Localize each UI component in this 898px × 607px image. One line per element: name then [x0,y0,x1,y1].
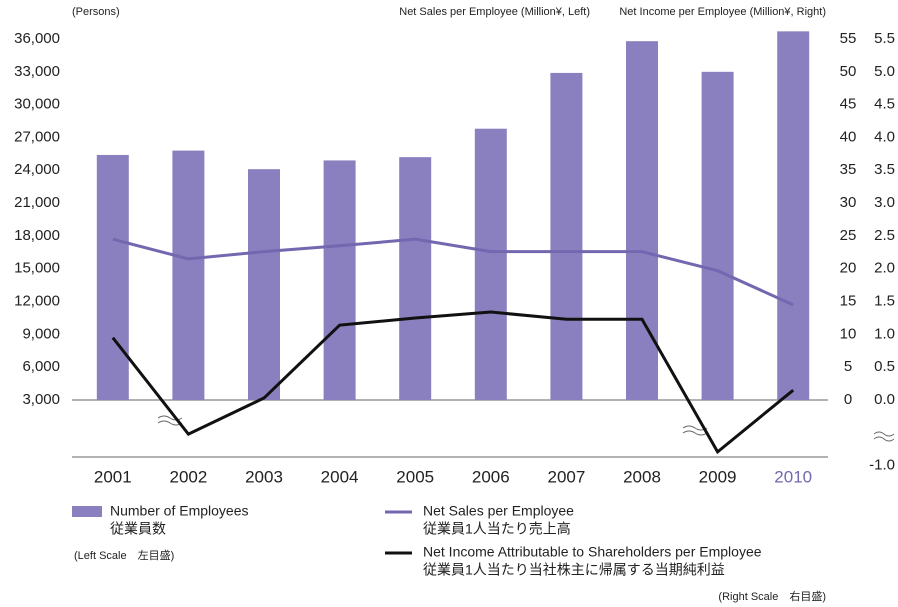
y3-tick-label: 3.0 [874,194,895,211]
y-tick-label: 27,000 [14,128,60,145]
y-tick-label: 21,000 [14,194,60,211]
line [111,310,795,455]
legend-label-ja: 従業員数 [110,521,166,537]
x-tick-label: 2009 [699,467,737,486]
y-tick-label: 12,000 [14,293,60,310]
y-tick-label: 18,000 [14,227,60,244]
x-tick-label: 2001 [94,467,132,486]
y3-tick-label: -1.0 [869,457,895,474]
x-tick-label: 2008 [623,467,661,486]
x-tick-label: 2002 [169,467,207,486]
axis-breaks [157,415,895,442]
bar [323,160,356,400]
x-tick-label: 2005 [396,467,434,486]
bar [550,72,583,401]
y3-tick-label: 2.0 [874,260,895,277]
y3-axis-label: Net Income per Employee (Million¥, Right… [619,6,826,18]
x-tick-label: 2010 [774,467,812,486]
y-tick-label: 6,000 [22,358,60,375]
legend-label: Number of Employees [110,503,249,519]
x-tick-label: 2004 [321,467,359,486]
bar [701,71,734,401]
legend-note: (Right Scale 右目盛) [718,589,826,603]
y3-tick-label: 5.0 [874,63,895,80]
y3-tick-label: 2.5 [874,227,895,244]
bar [172,150,205,400]
bar [248,169,280,400]
break-mark [873,431,895,442]
bar [626,41,658,401]
y2-tick-label: 35 [840,161,857,178]
y2-tick-label: 45 [840,96,857,113]
y-tick-label: 33,000 [14,63,60,80]
y2-tick-label: 50 [840,63,857,80]
y-tick-label: 9,000 [22,325,60,342]
y-tick-label: 36,000 [14,30,60,47]
x-tick-label: 2006 [472,467,510,486]
legend-label: Net Sales per Employee [423,503,574,519]
y2-tick-label: 15 [840,293,857,310]
bar [474,128,507,400]
y3-tick-label: 1.5 [874,293,895,310]
y2-tick-label: 55 [840,30,857,47]
x-tick-label: 2003 [245,467,283,486]
y2-tick-label: 10 [840,325,857,342]
y2-axis-label: Net Sales per Employee (Million¥, Left) [399,6,590,18]
x-tick-label: 2007 [547,467,585,486]
y2-tick-label: 5 [844,358,852,375]
y3-tick-label: 3.5 [874,161,895,178]
legend-note: (Left Scale 左目盛) [74,548,174,562]
bar [96,154,129,400]
y3-tick-label: 0.5 [874,358,895,375]
y-tick-label: 30,000 [14,96,60,113]
y3-tick-label: 1.0 [874,325,895,342]
line [112,237,794,307]
legend-swatch [72,506,102,517]
y3-tick-label: 0.0 [874,391,895,408]
y3-tick-label: 4.5 [874,96,895,113]
y2-tick-label: 20 [840,260,857,277]
legend-label-ja: 従業員1人当たり売上高 [423,521,571,537]
y2-tick-label: 25 [840,227,857,244]
y-axis-label: (Persons) [72,6,120,18]
legend-label-ja: 従業員1人当たり当社株主に帰属する当期純利益 [423,562,725,578]
y3-tick-label: 5.5 [874,30,895,47]
bar [777,31,810,400]
legend-label: Net Income Attributable to Shareholders … [423,544,762,560]
y3-tick-label: 4.0 [874,128,895,145]
y2-tick-label: 40 [840,128,857,145]
y2-tick-label: 30 [840,194,857,211]
y-tick-label: 3,000 [22,391,60,408]
bar [399,157,432,400]
y2-tick-label: 0 [844,391,852,408]
y-tick-label: 15,000 [14,260,60,277]
y-tick-label: 24,000 [14,161,60,178]
